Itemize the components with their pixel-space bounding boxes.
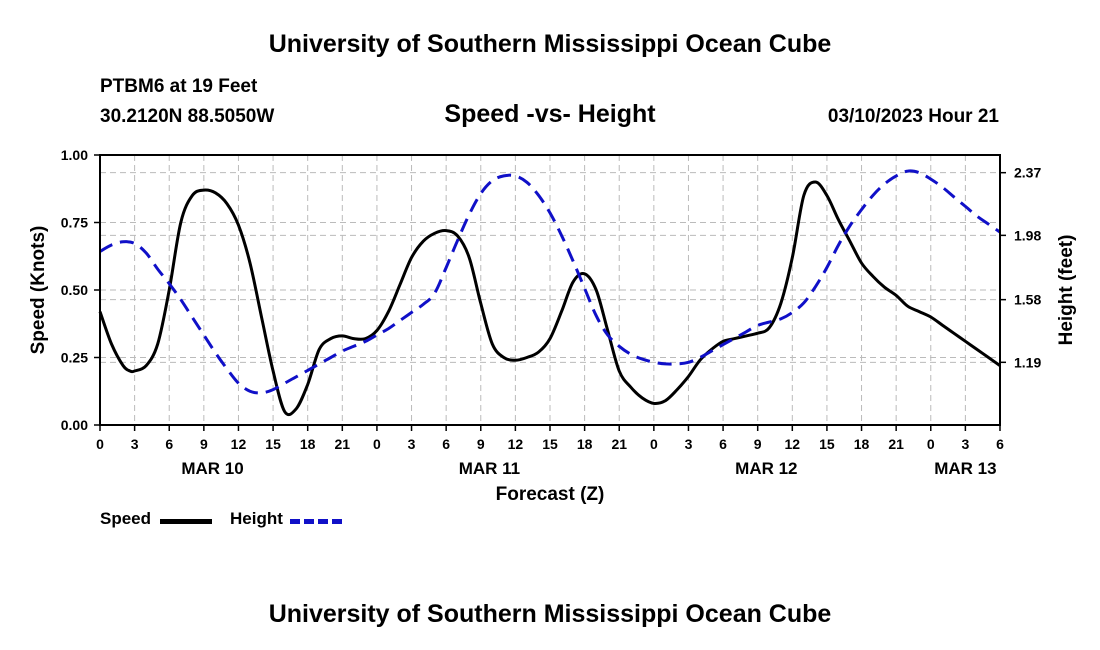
left-axis-label: Speed (Knots) bbox=[28, 226, 49, 355]
grid bbox=[100, 155, 1000, 425]
legend-height-swatch bbox=[290, 519, 342, 524]
legend-height-label: Height bbox=[230, 509, 283, 528]
x-tick-label: 9 bbox=[754, 436, 762, 452]
plot-area bbox=[98, 169, 1001, 417]
x-tick-label: 12 bbox=[231, 436, 247, 452]
x-tick-label: 15 bbox=[265, 436, 281, 452]
x-tick-label: 3 bbox=[131, 436, 139, 452]
date-label: MAR 11 bbox=[459, 459, 520, 478]
x-tick-label: 12 bbox=[785, 436, 801, 452]
x-tick-label: 18 bbox=[577, 436, 593, 452]
right-axis: 1.19 1.58 1.98 2.37 bbox=[1000, 165, 1041, 370]
date-label: MAR 13 bbox=[934, 459, 996, 478]
x-tick-label: 21 bbox=[888, 436, 904, 452]
x-tick-label: 0 bbox=[96, 436, 104, 452]
coordinates-label: 30.2120N 88.5050W bbox=[100, 106, 275, 127]
x-tick-label: 3 bbox=[961, 436, 969, 452]
right-tick-label: 2.37 bbox=[1014, 165, 1041, 181]
x-tick-label: 0 bbox=[650, 436, 658, 452]
right-tick-label: 1.98 bbox=[1014, 227, 1041, 243]
x-tick-label: 15 bbox=[819, 436, 835, 452]
x-tick-label: 15 bbox=[542, 436, 558, 452]
x-axis-label: Forecast (Z) bbox=[496, 484, 605, 505]
x-tick-label: 6 bbox=[719, 436, 727, 452]
datetime-label: 03/10/2023 Hour 21 bbox=[827, 106, 999, 127]
date-label: MAR 10 bbox=[181, 459, 243, 478]
right-tick-label: 1.58 bbox=[1014, 292, 1041, 308]
legend-speed-label: Speed bbox=[100, 509, 152, 528]
left-tick-label: 0.50 bbox=[61, 282, 88, 298]
series-speed-line bbox=[98, 180, 1001, 417]
x-tick-label: 6 bbox=[996, 436, 1004, 452]
x-tick-label: 18 bbox=[854, 436, 870, 452]
right-axis-label: Height (feet) bbox=[1056, 235, 1077, 346]
x-tick-label: 3 bbox=[408, 436, 416, 452]
station-label: PTBM6 at 19 Feet bbox=[100, 76, 258, 97]
left-tick-label: 0.75 bbox=[61, 215, 88, 231]
x-tick-label: 3 bbox=[685, 436, 693, 452]
x-tick-label: 9 bbox=[477, 436, 485, 452]
left-tick-label: 1.00 bbox=[61, 147, 88, 163]
footer-title: University of Southern Mississippi Ocean… bbox=[268, 600, 832, 628]
x-tick-label: 18 bbox=[300, 436, 316, 452]
x-tick-label: 12 bbox=[508, 436, 524, 452]
left-tick-label: 0.00 bbox=[61, 417, 88, 433]
main-title: University of Southern Mississippi Ocean… bbox=[268, 30, 832, 58]
legend-speed-swatch bbox=[160, 519, 212, 524]
x-tick-label: 21 bbox=[335, 436, 351, 452]
left-tick-label: 0.25 bbox=[61, 350, 88, 366]
x-tick-label: 6 bbox=[165, 436, 173, 452]
x-tick-label: 9 bbox=[200, 436, 208, 452]
date-label: MAR 12 bbox=[735, 459, 797, 478]
x-tick-label: 0 bbox=[373, 436, 381, 452]
chart-subtitle: Speed -vs- Height bbox=[444, 100, 656, 128]
left-axis: 0.00 0.25 0.50 0.75 1.00 bbox=[61, 147, 100, 433]
x-axis: 0 3 6 9 12 15 18 21 0 3 6 9 12 15 18 21 0 3 6 9 12 15 18 21 0 3 6M… bbox=[96, 425, 1004, 478]
x-tick-label: 21 bbox=[611, 436, 627, 452]
series-height-line bbox=[99, 169, 1001, 395]
x-tick-label: 0 bbox=[927, 436, 935, 452]
right-tick-label: 1.19 bbox=[1014, 354, 1041, 370]
x-tick-label: 6 bbox=[442, 436, 450, 452]
